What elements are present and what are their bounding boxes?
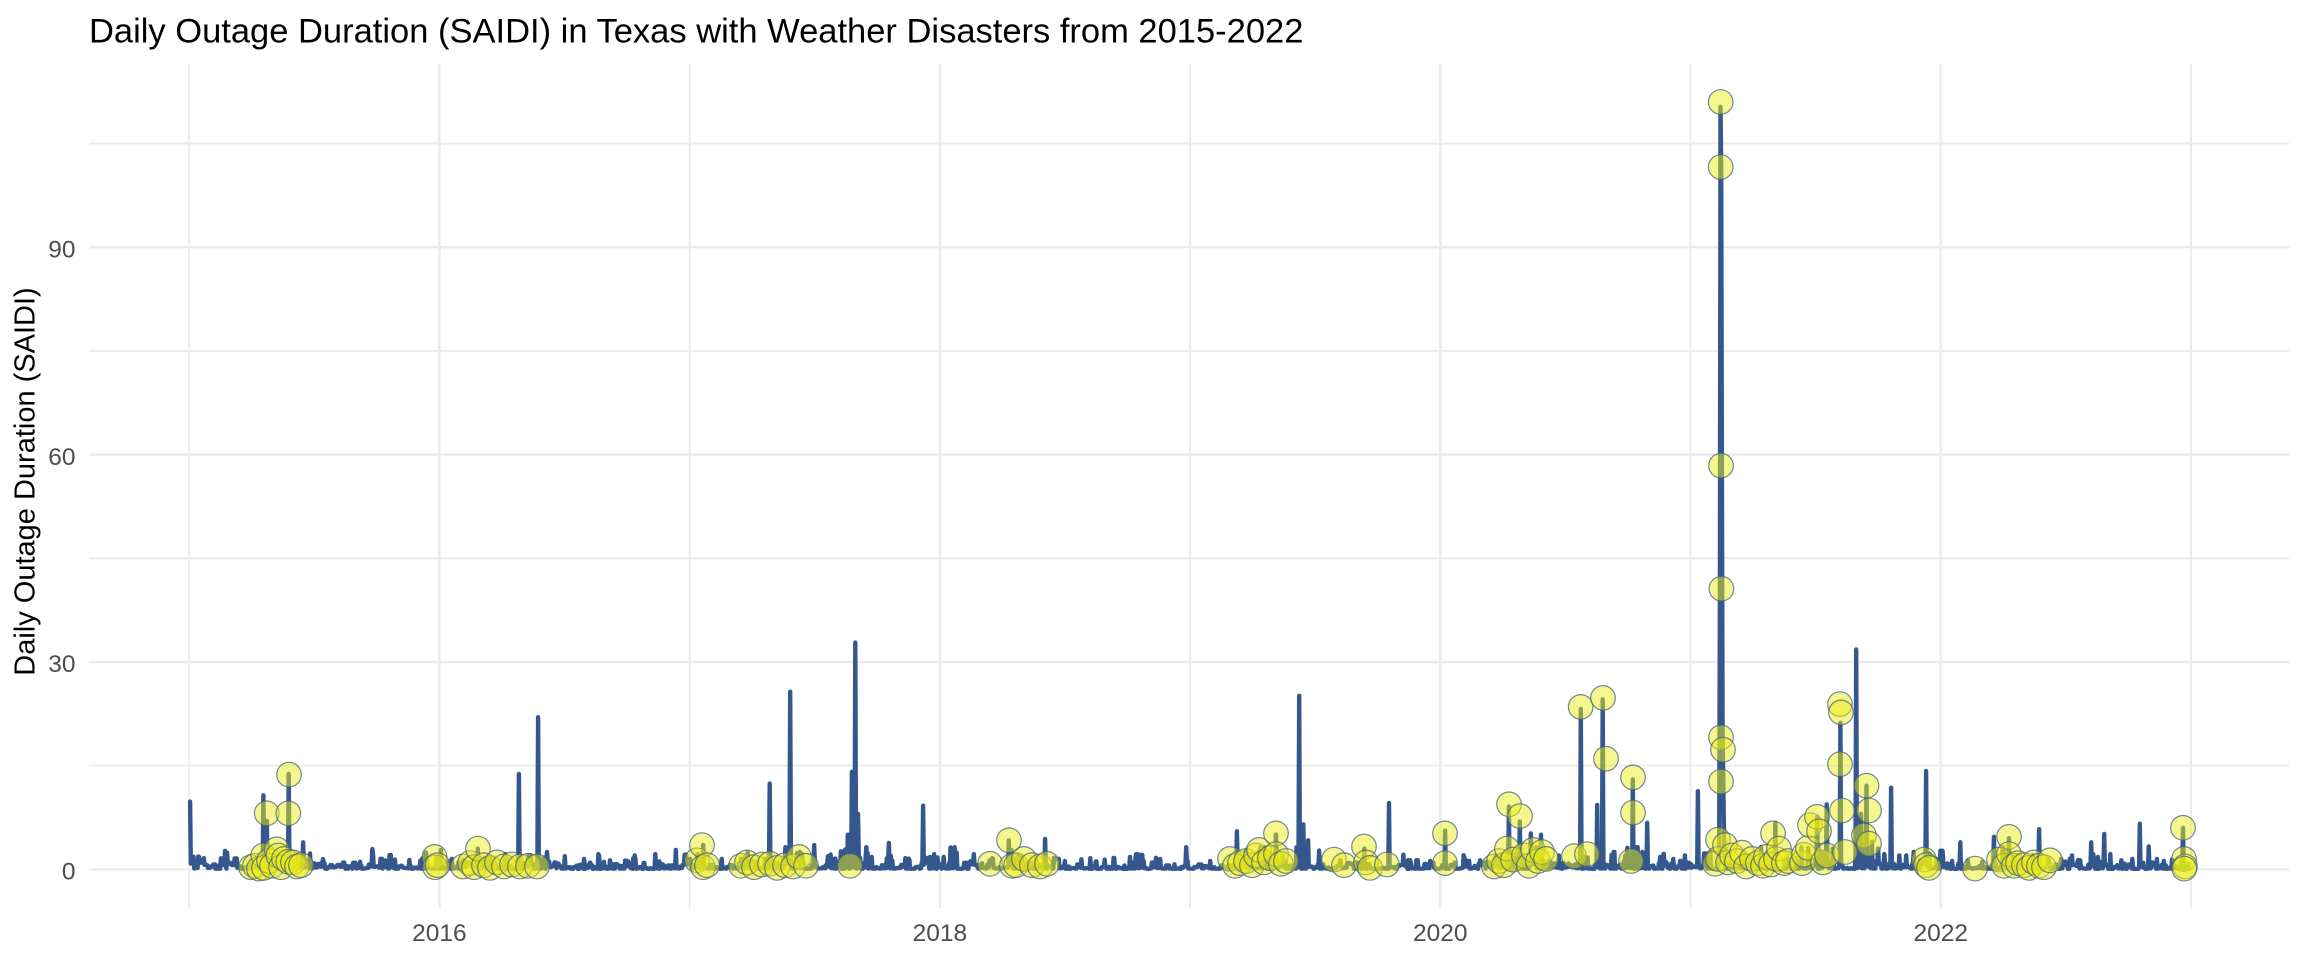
svg-text:Daily Outage Duration (SAIDI): Daily Outage Duration (SAIDI) in Texas w… bbox=[89, 13, 1303, 51]
svg-text:30: 30 bbox=[48, 651, 75, 678]
svg-text:2020: 2020 bbox=[1413, 920, 1468, 947]
svg-text:2018: 2018 bbox=[913, 920, 968, 947]
svg-text:2022: 2022 bbox=[1913, 920, 1968, 947]
svg-text:90: 90 bbox=[48, 236, 75, 263]
svg-text:0: 0 bbox=[62, 859, 76, 886]
svg-text:60: 60 bbox=[48, 444, 75, 471]
svg-text:Daily Outage Duration (SAIDI): Daily Outage Duration (SAIDI) bbox=[10, 287, 42, 675]
svg-text:2016: 2016 bbox=[412, 920, 467, 947]
